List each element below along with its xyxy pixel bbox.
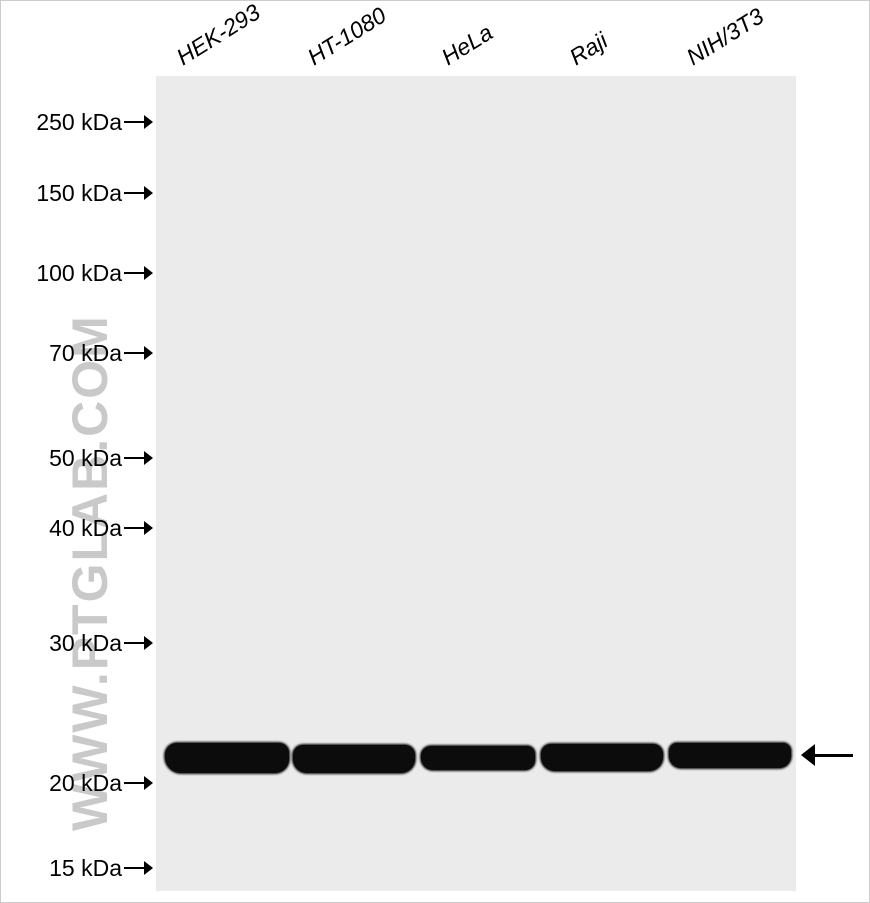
lane-label: HEK-293 (172, 0, 265, 71)
lane-label: HT-1080 (303, 2, 391, 71)
band (541, 744, 663, 771)
mw-marker-arrow-icon (124, 451, 153, 465)
mw-marker-arrow-icon (124, 521, 153, 535)
mw-marker-arrow-icon (124, 346, 153, 360)
mw-marker-text: 40 kDa (49, 515, 122, 542)
mw-marker-arrow-icon (124, 861, 153, 875)
arrow-head-icon (801, 744, 815, 766)
mw-marker-arrow-icon (124, 186, 153, 200)
watermark-text: WWW.PTGLAB.COM (61, 314, 119, 831)
mw-marker-text: 15 kDa (49, 855, 122, 882)
mw-marker-text: 100 kDa (36, 260, 122, 287)
mw-marker-arrow-icon (124, 636, 153, 650)
mw-marker-arrow-icon (124, 115, 153, 129)
mw-marker-text: 70 kDa (49, 340, 122, 367)
mw-marker: 250 kDa (1, 109, 153, 136)
mw-marker: 20 kDa (1, 770, 153, 797)
band (421, 746, 535, 770)
mw-marker-text: 150 kDa (36, 180, 122, 207)
mw-marker: 50 kDa (1, 445, 153, 472)
band (669, 743, 791, 768)
mw-marker: 15 kDa (1, 855, 153, 882)
mw-marker-arrow-icon (124, 776, 153, 790)
mw-marker: 70 kDa (1, 340, 153, 367)
mw-marker: 30 kDa (1, 630, 153, 657)
lane-label: NIH/3T3 (682, 3, 769, 71)
mw-marker: 150 kDa (1, 180, 153, 207)
mw-marker: 100 kDa (1, 260, 153, 287)
band-indicator-arrow (801, 744, 853, 766)
blot-figure: WWW.PTGLAB.COM HEK-293 HT-1080 HeLa Raji NIH… (0, 0, 870, 903)
mw-marker-text: 250 kDa (36, 109, 122, 136)
arrow-shaft (815, 754, 853, 757)
band (165, 743, 289, 773)
mw-marker-arrow-icon (124, 266, 153, 280)
lane-label: HeLa (437, 19, 498, 71)
mw-marker-text: 30 kDa (49, 630, 122, 657)
band (293, 745, 415, 773)
mw-marker-text: 50 kDa (49, 445, 122, 472)
lane-label: Raji (565, 27, 613, 71)
mw-marker-text: 20 kDa (49, 770, 122, 797)
mw-marker: 40 kDa (1, 515, 153, 542)
